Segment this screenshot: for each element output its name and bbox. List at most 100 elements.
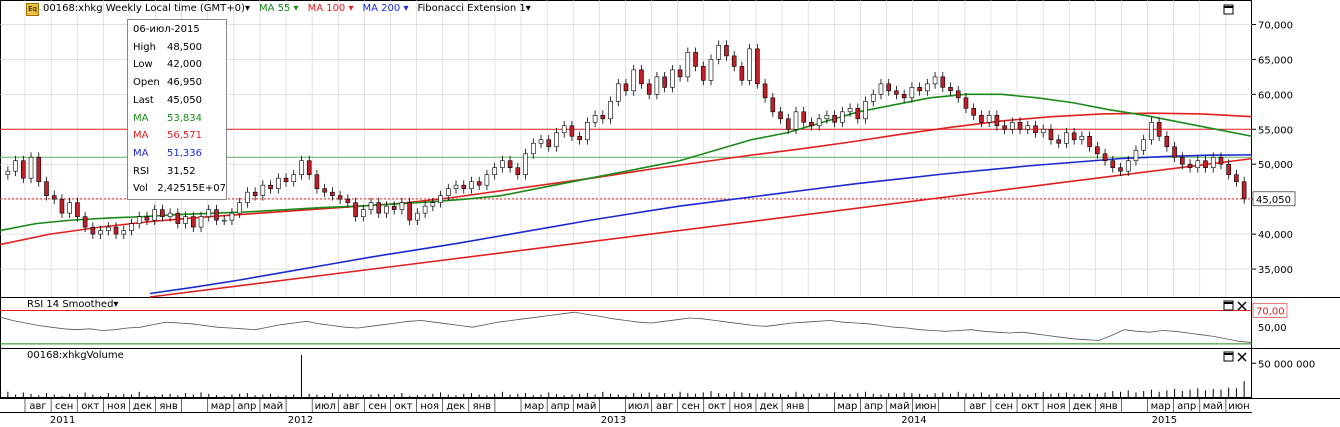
candle-body [708,59,714,81]
candle-body [554,132,559,148]
candle [925,78,930,96]
symbol-label[interactable]: 00168:xhkg Weekly Local time (GMT+0)▾ [43,3,250,14]
month-label: ноя [420,401,439,412]
rsi-panel-close-button[interactable] [1237,301,1247,311]
candle-body [90,226,96,235]
volume-panel-close-button[interactable] [1237,352,1247,362]
candle-body [1087,135,1092,148]
month-label: дек [446,401,465,412]
info-row: Open 46,950 [133,74,226,92]
candle-body [592,115,598,123]
candle [1195,155,1201,173]
candle-body [917,87,922,92]
volume-panel-maximize-button[interactable] [1223,351,1234,362]
fibonacci-legend[interactable]: Fibonacci Extension 1▾ [417,3,531,14]
candle-body [1164,135,1170,148]
candle-body [75,202,80,217]
candle-body [894,90,899,95]
ma55-legend[interactable]: MA 55 ▾ [258,3,299,14]
candle [1017,117,1023,135]
candle [1187,159,1193,173]
candle [809,117,814,131]
candle-body [979,115,984,123]
candle-body [1071,132,1077,141]
candle-body [330,191,335,196]
price-tick-label: 50,000 [1258,160,1293,171]
year-label: 2013 [601,415,626,426]
candle-body [909,87,915,99]
candle [700,61,706,86]
candle [345,194,351,208]
candle-body [863,101,868,120]
candle-body [1064,132,1069,144]
candle-body [260,184,266,196]
candle-body [870,94,876,102]
candle [430,197,436,212]
candle-body [44,181,49,196]
candle-body [345,198,351,203]
rsi-panel-maximize-button[interactable] [1223,300,1234,311]
candle-body [569,125,575,137]
candle [1125,155,1131,177]
candle-body [1180,156,1185,165]
month-label: ноя [734,401,753,412]
candle-body [136,216,142,224]
candle [484,169,490,191]
candle [445,183,451,201]
info-row: High 48,500 [133,39,226,57]
month-label: мар [524,401,544,412]
candle-body [523,153,528,176]
candle-body [160,209,165,217]
candle [453,180,459,194]
candle-body [407,202,412,221]
candle [136,211,142,229]
month-label: май [1203,401,1223,412]
candle [855,103,861,124]
candle [886,78,892,96]
candle-body [1210,156,1216,169]
candle [252,187,258,201]
candle-body [925,83,930,92]
info-row: Vol 2,42515E+07 [133,180,226,198]
candle-body [113,226,119,235]
candle-body [623,83,629,92]
candle-body [106,226,111,231]
candle-body [832,115,837,123]
candle [399,197,405,215]
candle-body [1125,160,1131,172]
rsi-label[interactable]: RSI 14 Smoothed▾ [27,299,119,310]
candle [1180,152,1185,170]
candle-body [940,76,946,88]
info-key: Low [133,59,153,71]
candle-body [778,111,783,120]
candle-body [1226,163,1231,176]
candle [762,78,768,103]
candle [353,197,358,222]
candle [1079,131,1085,145]
candle [314,169,320,194]
candle [113,222,119,239]
ma200-legend[interactable]: MA 200 ▾ [362,3,409,14]
candle [330,187,335,201]
candle-body [229,212,235,221]
candle [299,155,304,180]
month-label: май [889,401,909,412]
candle [198,211,204,233]
candle-body [484,174,490,186]
candle-body [538,139,544,144]
candle-body [847,108,853,113]
candle-body [670,69,675,88]
ma100-legend[interactable]: MA 100 ▾ [307,3,354,14]
info-value: 46,950 [167,77,202,89]
info-key: RSI [133,165,150,177]
candle [1234,169,1239,187]
candle-body [384,205,389,214]
candle [21,155,26,184]
price-panel-maximize-button[interactable] [1223,4,1234,15]
candle-body [283,177,289,182]
candle-body [600,115,606,120]
info-value: 31,52 [167,165,196,177]
candle-body [577,135,582,141]
candle-body [747,48,752,81]
candle [1056,134,1061,149]
